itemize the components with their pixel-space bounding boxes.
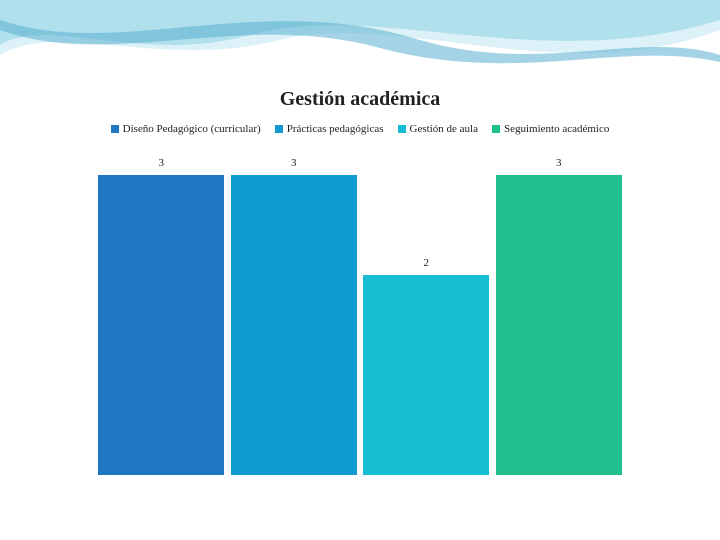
legend-item: Prácticas pedagógicas	[275, 123, 384, 135]
bar-slot: 3	[95, 145, 228, 475]
legend-swatch	[275, 125, 283, 133]
bar-value-label: 3	[496, 157, 622, 169]
bar: 3	[98, 175, 224, 475]
legend-swatch	[111, 125, 119, 133]
legend-item: Seguimiento académico	[492, 123, 609, 135]
bar-slot: 3	[228, 145, 361, 475]
chart-legend: Diseño Pedagógico (curricular) Prácticas …	[0, 123, 720, 135]
bars-container: 3323	[95, 145, 625, 475]
chart-title: Gestión académica	[0, 88, 720, 111]
bar-value-label: 2	[363, 257, 489, 269]
chart-area: 3323	[95, 145, 625, 475]
bar: 3	[496, 175, 622, 475]
bar: 2	[363, 275, 489, 475]
legend-swatch	[398, 125, 406, 133]
legend-label: Prácticas pedagógicas	[287, 123, 384, 135]
legend-label: Diseño Pedagógico (curricular)	[123, 123, 261, 135]
bar: 3	[231, 175, 357, 475]
legend-swatch	[492, 125, 500, 133]
legend-item: Gestión de aula	[398, 123, 478, 135]
legend-label: Seguimiento académico	[504, 123, 609, 135]
legend-item: Diseño Pedagógico (curricular)	[111, 123, 261, 135]
legend-label: Gestión de aula	[410, 123, 478, 135]
bar-value-label: 3	[98, 157, 224, 169]
bar-value-label: 3	[231, 157, 357, 169]
bar-slot: 3	[493, 145, 626, 475]
bar-slot: 2	[360, 145, 493, 475]
